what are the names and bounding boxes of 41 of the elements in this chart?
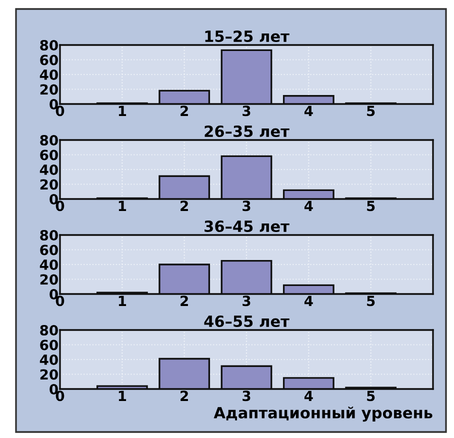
y-tick-label: 80 bbox=[40, 40, 58, 50]
x-tick-label: 5 bbox=[367, 106, 375, 116]
x-tick-label: 2 bbox=[180, 200, 188, 211]
x-tick-label: 3 bbox=[242, 200, 250, 212]
x-tick-label: 4 bbox=[304, 296, 313, 306]
x-tick-label: 2 bbox=[180, 390, 188, 401]
x-tick-label: 5 bbox=[367, 390, 375, 402]
y-tick-label: 40 bbox=[40, 69, 58, 80]
x-tick-label: 1 bbox=[118, 296, 126, 306]
y-tick-label: 60 bbox=[40, 244, 58, 256]
x-tick-label: 1 bbox=[118, 200, 126, 211]
x-tick-label: 5 bbox=[367, 296, 375, 306]
y-tick-label: 80 bbox=[40, 324, 58, 336]
y-tick-label: 20 bbox=[40, 369, 58, 380]
x-tick-label: 4 bbox=[304, 106, 313, 116]
y-tick-label: 40 bbox=[40, 164, 58, 175]
chart-title: 15–25 лет bbox=[205, 30, 290, 42]
x-tick-label: 3 bbox=[242, 106, 250, 116]
x-tick-label: 2 bbox=[180, 106, 188, 116]
y-tick-label: 60 bbox=[40, 340, 58, 350]
x-tick-label: 2 bbox=[180, 296, 188, 306]
x-tick-label: 4 bbox=[304, 390, 313, 401]
y-tick-label: 80 bbox=[40, 134, 58, 146]
x-tick-label: 4 bbox=[304, 200, 313, 211]
x-tick-label: 1 bbox=[118, 106, 126, 116]
x-axis-title: Адаптационный уровень bbox=[214, 406, 432, 422]
x-tick-label: 5 bbox=[367, 200, 375, 212]
chart-title: 46–55 лет bbox=[204, 316, 290, 328]
x-tick-label: 3 bbox=[242, 296, 250, 306]
y-tick-label: 20 bbox=[40, 84, 58, 95]
y-tick-label: 20 bbox=[40, 179, 58, 190]
x-tick-label: 1 bbox=[118, 390, 126, 401]
chart-title: 36–45 лет bbox=[204, 220, 290, 232]
y-tick-label: 80 bbox=[40, 230, 58, 240]
y-tick-label: 40 bbox=[40, 354, 58, 365]
x-tick-label: 3 bbox=[242, 390, 250, 402]
chart-title: 26–35 лет bbox=[204, 125, 290, 138]
y-tick-label: 60 bbox=[40, 150, 58, 160]
y-tick-label: 40 bbox=[40, 259, 58, 270]
y-tick-label: 20 bbox=[40, 274, 58, 285]
y-tick-label: 60 bbox=[40, 54, 58, 66]
